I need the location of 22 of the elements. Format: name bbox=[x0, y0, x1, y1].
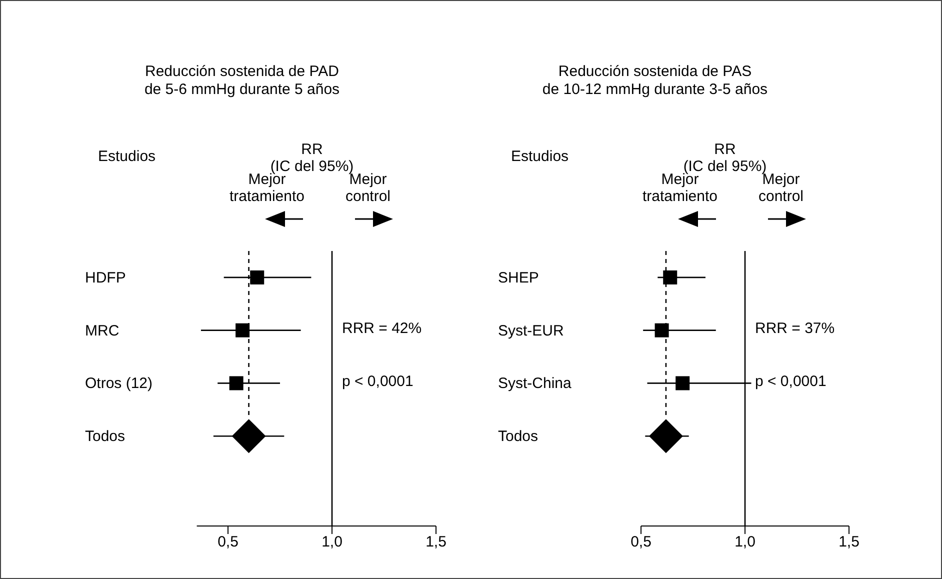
y-tick-label: Syst-China bbox=[498, 375, 572, 392]
y-tick-label: Todos bbox=[498, 428, 538, 446]
x-tick-label: 1,0 bbox=[734, 534, 756, 551]
x-tick-label: 1,5 bbox=[838, 534, 860, 551]
x-tick-label: 0,5 bbox=[630, 534, 652, 551]
y-axis-title: Estudios bbox=[511, 148, 569, 165]
y-tick-label: Todos bbox=[85, 428, 126, 446]
y-tick-label: HDFP bbox=[85, 269, 126, 286]
y-tick-label: Syst-EUR bbox=[498, 322, 564, 340]
annotation: RRR = 42% bbox=[342, 320, 422, 338]
annotation: p < 0,0001 bbox=[755, 373, 826, 390]
y-axis-title: Estudios bbox=[98, 148, 156, 165]
x-tick-label: 1,0 bbox=[322, 534, 342, 551]
y-tick-label: SHEP bbox=[498, 269, 539, 286]
annotation: RRR = 37% bbox=[755, 320, 835, 338]
chart-title: Reducción sostenida de PAD de 5-6 mmHg durante 5 años bbox=[143, 63, 341, 99]
y-tick-label: MRC bbox=[85, 322, 120, 340]
annotation: p < 0,0001 bbox=[342, 373, 414, 390]
x-tick-label: 0,5 bbox=[218, 534, 238, 551]
x-tick-label: 1,5 bbox=[426, 534, 446, 551]
chart-title: Reducción sostenida de PAS de 10-12 mmHg durante 3-5 años bbox=[541, 63, 769, 99]
y-tick-label: Otros (12) bbox=[85, 375, 153, 392]
